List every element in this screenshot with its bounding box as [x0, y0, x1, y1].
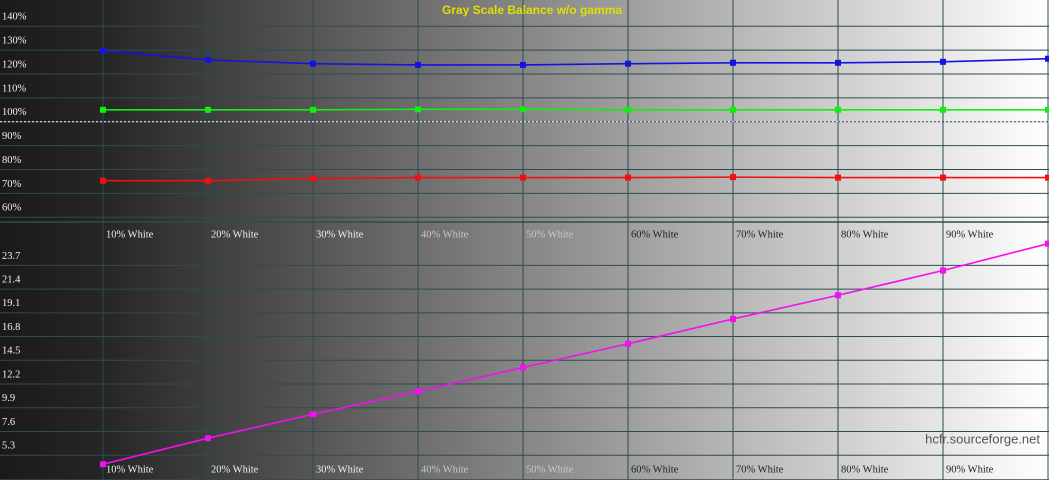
x-tick-label: 80% White [841, 229, 889, 240]
point [1045, 240, 1049, 247]
point [625, 60, 631, 67]
point [1045, 106, 1049, 113]
point [625, 174, 631, 181]
point [310, 175, 316, 182]
y-tick-label: 60% [2, 203, 22, 214]
y-tick-label: 16.8 [2, 322, 20, 333]
y-tick-label: 14.5 [2, 346, 20, 357]
point [625, 106, 631, 113]
x-tick-label: 10% White [106, 464, 154, 475]
y-tick-label: 140% [2, 12, 27, 23]
series-line [102, 242, 1049, 465]
point [520, 106, 526, 113]
y-tick-label: 120% [2, 59, 27, 70]
point [730, 174, 736, 181]
point [730, 316, 736, 323]
y-tick-label: 23.7 [2, 251, 20, 262]
point [205, 177, 211, 184]
point [835, 106, 841, 113]
x-tick-label: 80% White [841, 464, 889, 475]
x-tick-label: 20% White [211, 229, 259, 240]
x-tick-label: 90% White [946, 464, 994, 475]
point [310, 106, 316, 113]
y-tick-label: 21.4 [2, 274, 21, 285]
y-tick-label: 110% [2, 83, 26, 94]
point [520, 61, 526, 68]
chart-title: Gray Scale Balance w/o gamma [442, 3, 622, 17]
point [835, 174, 841, 181]
x-tick-label: 40% White [421, 464, 469, 475]
series-line [102, 50, 1049, 66]
point [940, 174, 946, 181]
y-tick-label: 130% [2, 36, 27, 47]
y-tick-label: 70% [2, 179, 22, 190]
point [1045, 55, 1049, 62]
y-tick-label: 80% [2, 155, 22, 166]
x-tick-label: 30% White [316, 229, 364, 240]
point [100, 461, 106, 468]
y-tick-label: 5.3 [2, 441, 15, 452]
point [310, 60, 316, 67]
point [415, 61, 421, 68]
x-tick-label: 70% White [736, 229, 784, 240]
point [100, 47, 106, 54]
y-tick-label: 100% [2, 107, 27, 118]
x-tick-label: 70% White [736, 464, 784, 475]
point [100, 177, 106, 184]
point [415, 174, 421, 181]
point [520, 364, 526, 371]
point [415, 106, 421, 113]
x-tick-label: 30% White [316, 464, 364, 475]
point [205, 56, 211, 63]
y-tick-label: 12.2 [2, 369, 20, 380]
y-tick-label: 19.1 [2, 298, 20, 309]
point [940, 267, 946, 274]
point [730, 106, 736, 113]
point [520, 174, 526, 181]
y-tick-label: 9.9 [2, 393, 15, 404]
point [625, 340, 631, 347]
x-tick-label: 20% White [211, 464, 259, 475]
point [730, 59, 736, 66]
point [100, 106, 106, 113]
x-tick-label: 40% White [421, 229, 469, 240]
point [835, 292, 841, 299]
point [205, 106, 211, 113]
y-tick-label: 7.6 [2, 417, 15, 428]
x-tick-label: 60% White [631, 229, 679, 240]
x-tick-label: 10% White [106, 229, 154, 240]
x-tick-label: 60% White [631, 464, 679, 475]
series-line [103, 176, 1048, 182]
x-tick-label: 90% White [946, 229, 994, 240]
x-tick-label: 50% White [526, 229, 574, 240]
point [940, 106, 946, 113]
point [205, 435, 211, 442]
point [940, 58, 946, 65]
y-tick-label: 90% [2, 131, 22, 142]
x-tick-label: 50% White [526, 464, 574, 475]
point [310, 411, 316, 418]
point [835, 59, 841, 66]
watermark: hcfr.sourceforge.net [925, 431, 1040, 446]
point [415, 388, 421, 395]
point [1045, 174, 1049, 181]
